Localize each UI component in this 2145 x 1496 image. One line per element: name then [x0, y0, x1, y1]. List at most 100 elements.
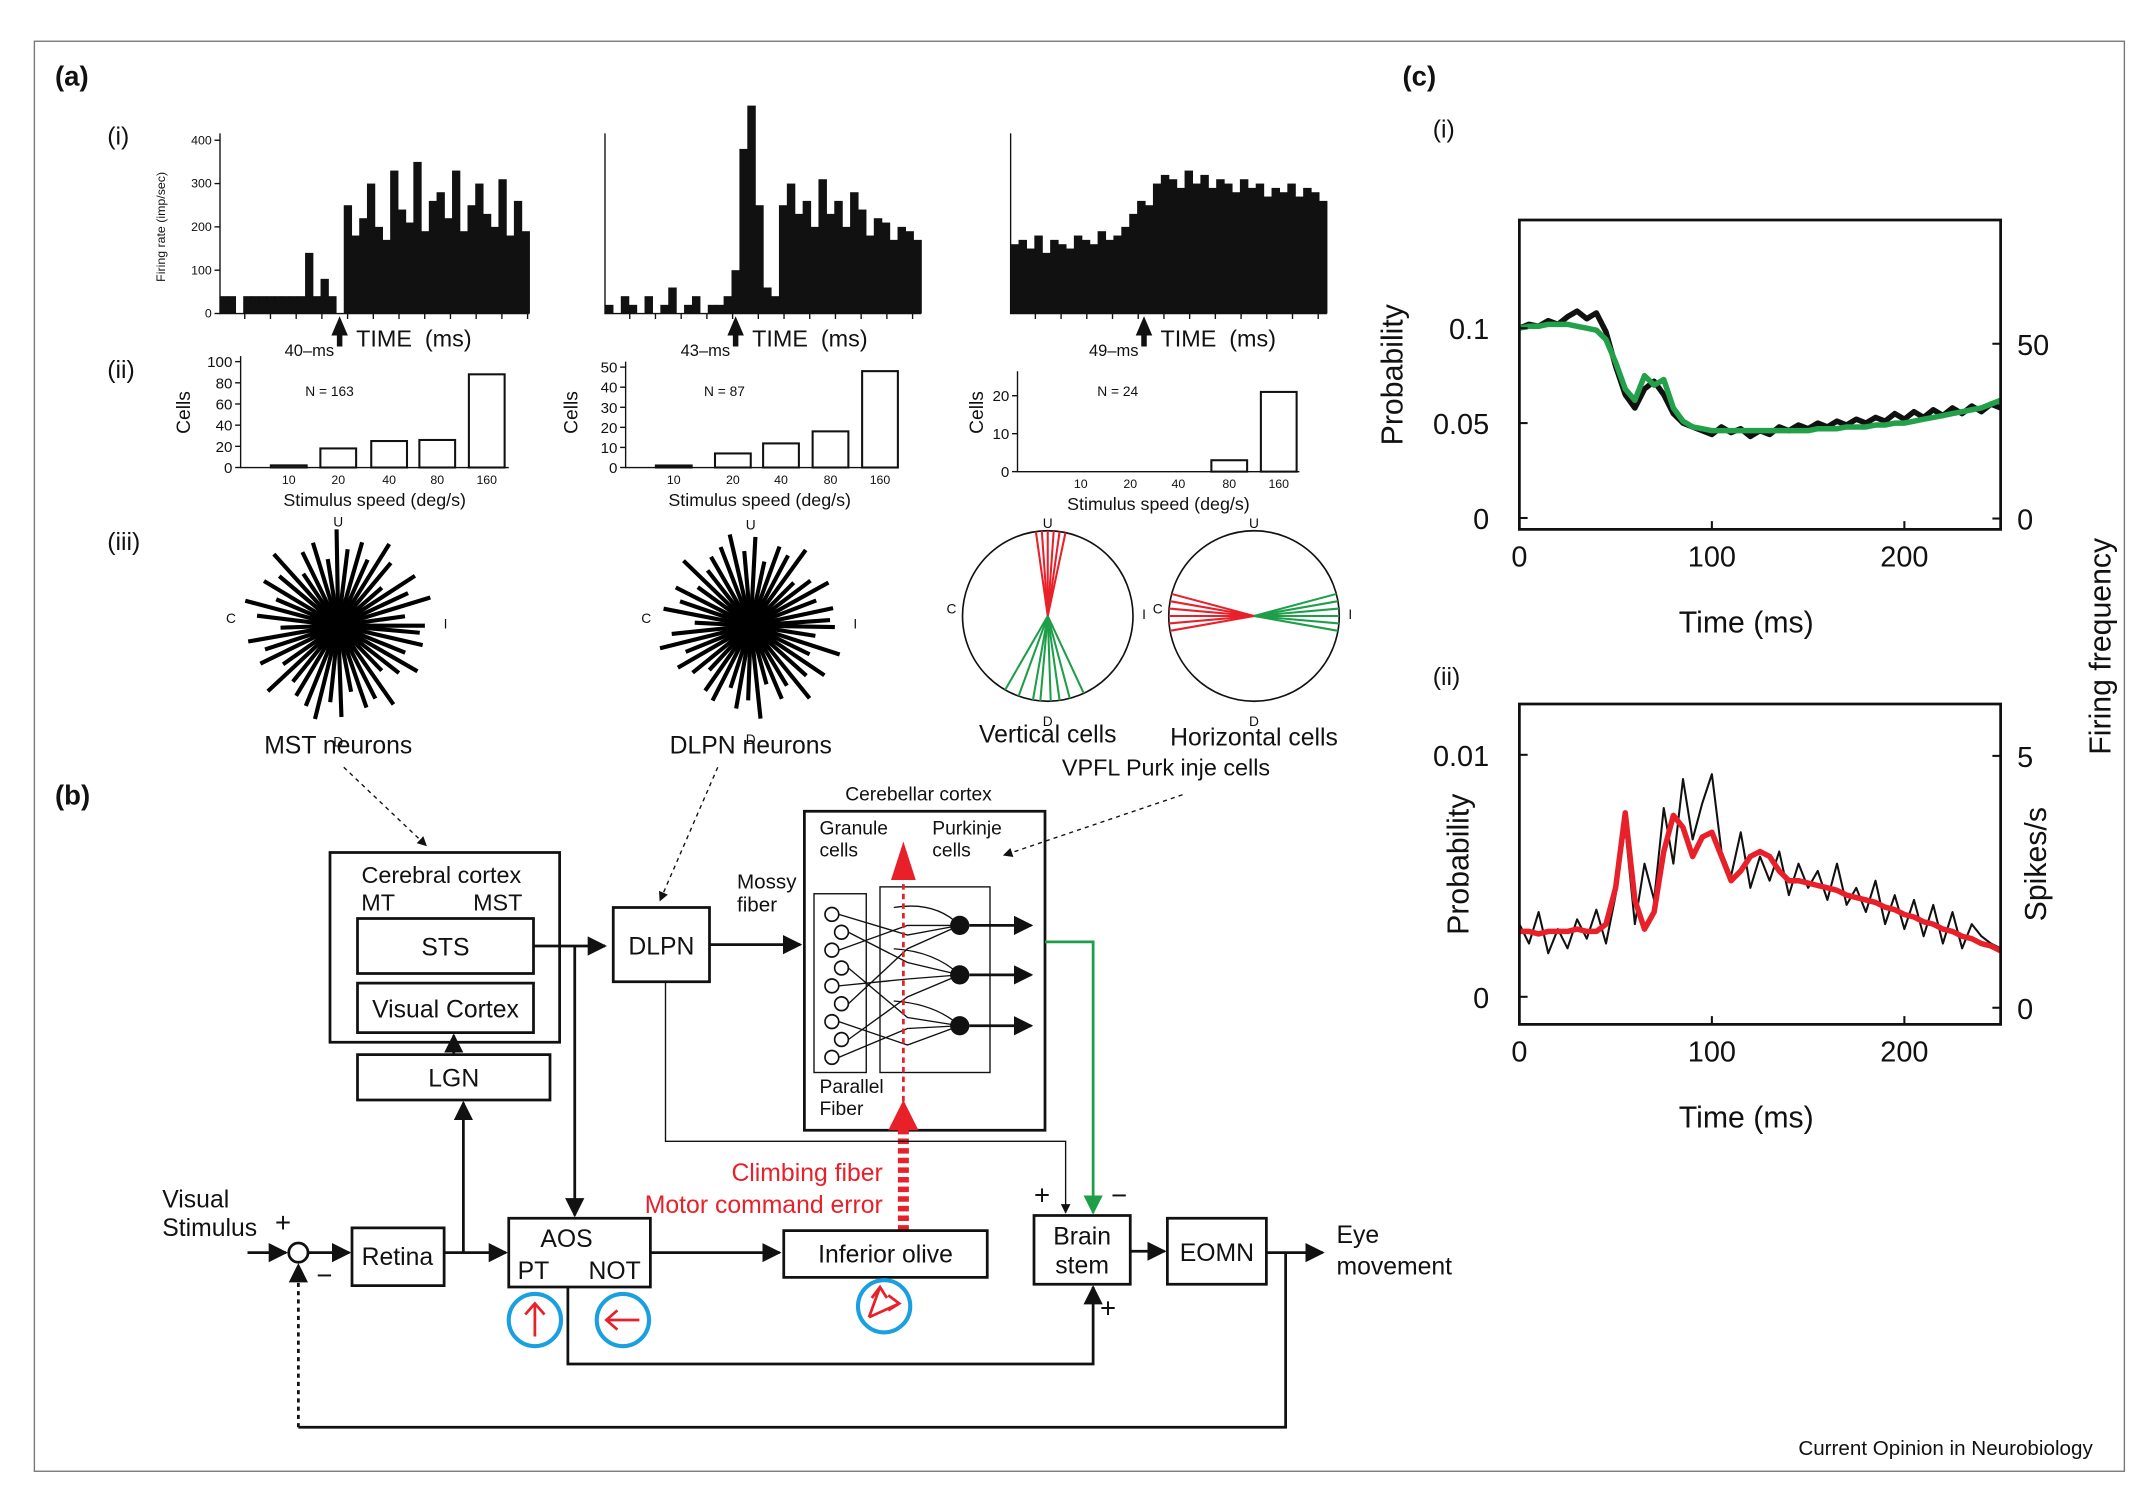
direction-vector: [1004, 615, 1049, 691]
onset-arrow: [331, 316, 348, 347]
psth-bar: [390, 170, 399, 314]
trace: [1518, 773, 2002, 955]
psth-bar: [755, 205, 764, 314]
y-tick-label: 20: [992, 388, 1009, 405]
direction-vector: [1169, 600, 1255, 618]
direction-icons: [506, 1278, 913, 1349]
direction-label: D: [746, 732, 756, 747]
psth-bar: [1058, 244, 1067, 314]
y-tick-label: 200: [191, 220, 212, 234]
psth-bar: [1097, 231, 1107, 314]
label: EOMN: [1180, 1240, 1254, 1267]
plot-frame: [1518, 218, 2002, 531]
x-tick-label: 10: [667, 473, 681, 487]
direction-label: I: [444, 616, 448, 631]
psth-bar: [467, 205, 476, 314]
y-tick-label: 40: [601, 380, 618, 397]
psth-bar: [1152, 183, 1162, 314]
psth-bar: [873, 218, 883, 314]
axis: [624, 361, 894, 469]
label: AOS: [540, 1226, 592, 1253]
direction-vector: [259, 623, 340, 666]
n-label: N = 163: [305, 384, 354, 399]
x-axis-label: Stimulus speed (deg/s): [1067, 494, 1250, 514]
direction-vector: [336, 541, 365, 627]
psth-bar: [490, 226, 499, 314]
psth-bar: [227, 296, 237, 314]
x-tick-label: 200: [1880, 542, 1928, 574]
psth-bar: [731, 270, 740, 314]
label: cells: [820, 841, 859, 862]
bar: [319, 447, 358, 469]
label: Mossy: [737, 870, 797, 893]
direction-label: C: [947, 601, 957, 616]
psth-bar: [413, 161, 422, 314]
psth-bar: [747, 105, 756, 314]
y2-tick-label: 5: [2017, 742, 2033, 774]
label: NOT: [589, 1258, 641, 1285]
psth-bar: [220, 296, 229, 314]
psth-bar: [305, 252, 314, 314]
direction-label: I: [1142, 607, 1146, 622]
direction-label: U: [1249, 516, 1259, 531]
label: Cerebral cortex: [362, 862, 522, 888]
psth-bar: [243, 296, 252, 314]
bar: [269, 464, 308, 469]
psth-bar: [905, 231, 914, 314]
sts-box: [356, 917, 535, 975]
psth-bar: [266, 296, 275, 314]
y2-axis-label: Spikes/s: [2020, 807, 2053, 921]
psth-bar: [668, 287, 677, 314]
psth-bar: [1089, 244, 1099, 314]
sign: −: [316, 1259, 332, 1290]
y-axis-label: Cells: [967, 391, 988, 434]
label: stem: [1055, 1252, 1109, 1279]
psth-bar: [475, 183, 484, 314]
bar: [713, 452, 752, 469]
x-tick-label: 100: [1688, 1037, 1736, 1069]
figure-border: [33, 40, 2126, 1472]
trace: [1519, 810, 2002, 954]
direction-vector: [334, 529, 341, 626]
psth-bar: [858, 209, 867, 314]
direction-vector: [1046, 615, 1085, 694]
psth-bar: [1311, 192, 1320, 314]
psth-bar: [1105, 239, 1114, 314]
direction-vector: [1169, 614, 1255, 632]
x-axis-label: Time (ms): [1679, 1102, 1814, 1135]
x-tick-label: 20: [331, 473, 345, 487]
y-axis-label: Probability: [1443, 793, 1476, 935]
latency-label: 40–ms: [285, 342, 335, 360]
y2-tick-label: 0: [2017, 505, 2033, 537]
y2-tick-label: 50: [2017, 330, 2049, 362]
axis: [1009, 133, 1327, 315]
label: cells: [932, 841, 971, 862]
psth-bar: [1160, 174, 1170, 314]
x-axis-label: Stimulus speed (deg/s): [668, 490, 851, 510]
x-tick-label: 80: [1222, 477, 1236, 491]
x-tick-label: 160: [476, 473, 497, 487]
panel-label: (c): [1403, 60, 1437, 91]
psth-bar: [1208, 187, 1217, 314]
granule-cells: [824, 906, 850, 1066]
psth-bar: [897, 226, 906, 314]
psth-bar: [628, 304, 638, 314]
row-label: (iii): [107, 529, 140, 556]
direction-vector: [1168, 614, 1255, 625]
psth-bar: [1137, 200, 1146, 314]
onset-arrow: [1135, 316, 1153, 347]
climbing-fiber-head: [891, 841, 916, 880]
direction-vector: [1253, 600, 1339, 618]
axis: [1016, 371, 1300, 473]
polar-caption: MST neurons: [264, 733, 412, 760]
x-axis-label: TIME (ms): [1161, 326, 1276, 352]
direction-vector: [1039, 615, 1049, 702]
psth-bar: [1042, 252, 1051, 314]
direction-vector: [294, 624, 341, 697]
x-tick-label: 0: [1511, 542, 1527, 574]
label: movement: [1337, 1254, 1453, 1281]
label: Fiber: [820, 1099, 864, 1120]
inferior-olive-box: [782, 1229, 989, 1279]
y-axis-label: Probability: [1377, 303, 1410, 445]
psth-bar: [691, 296, 701, 314]
